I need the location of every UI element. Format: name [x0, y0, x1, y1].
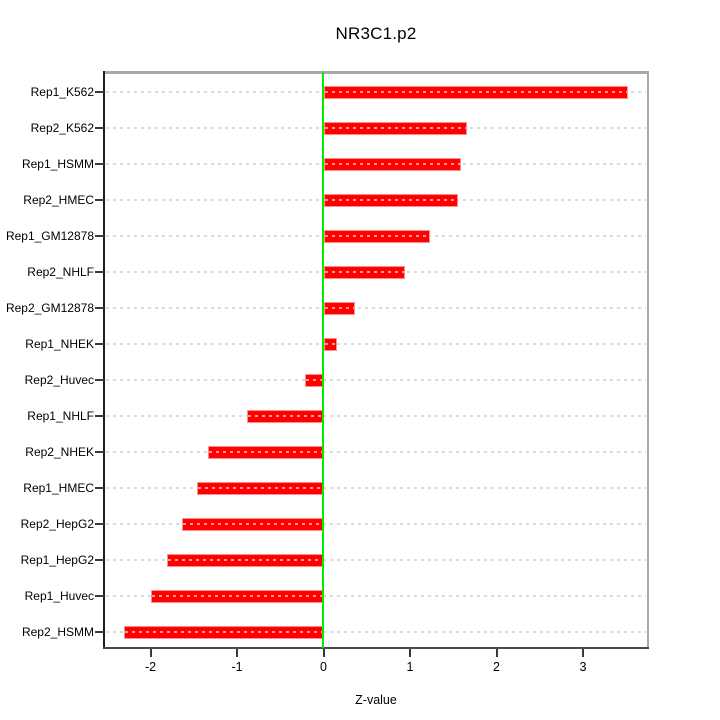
x-axis-title: Z-value	[355, 693, 397, 707]
bar-Rep2_GM12878	[323, 301, 355, 315]
bar-Rep1_HepG2	[166, 553, 324, 567]
bar-inner-dash	[208, 451, 323, 453]
y-tick	[95, 559, 104, 561]
bar-Rep2_HSMM	[123, 625, 324, 639]
x-tick	[149, 649, 152, 657]
y-tick	[95, 379, 104, 381]
row-gridline	[106, 379, 646, 381]
y-tick	[95, 631, 104, 633]
bar-inner-dash	[305, 379, 323, 381]
y-tick-label: Rep2_GM12878	[5, 300, 94, 315]
row-gridline	[106, 631, 646, 633]
bar-Rep1_Huvec	[150, 589, 324, 603]
x-tick	[582, 649, 584, 657]
row-gridline	[106, 307, 646, 309]
y-tick-label: Rep1_K562	[30, 84, 94, 99]
x-tick-label: -2	[144, 660, 157, 674]
row-gridline	[106, 451, 646, 453]
bar-inner-dash	[324, 271, 404, 273]
y-tick-label: Rep2_NHLF	[27, 264, 94, 279]
x-tick-label: 0	[320, 660, 327, 674]
bar-inner-dash	[324, 307, 354, 309]
y-tick	[95, 307, 104, 309]
x-tick-label: 2	[493, 660, 500, 674]
bar-Rep2_K562	[323, 121, 468, 135]
plot-area	[104, 72, 648, 648]
bar-Rep1_NHEK	[323, 337, 338, 351]
y-tick	[95, 163, 104, 165]
plot-border-right	[647, 71, 649, 649]
bar-inner-dash	[324, 235, 429, 237]
bar-inner-dash	[151, 595, 323, 597]
bar-inner-dash	[167, 559, 323, 561]
y-tick	[95, 523, 104, 525]
bar-Rep2_NHEK	[207, 445, 324, 459]
y-tick-label: Rep1_HMEC	[23, 480, 94, 495]
y-tick-label: Rep2_HSMM	[21, 624, 94, 639]
x-tick	[409, 649, 411, 657]
x-tick-label: 3	[579, 660, 587, 674]
bar-Rep2_Huvec	[304, 373, 324, 387]
y-tick-label: Rep1_HepG2	[20, 552, 94, 567]
y-tick	[95, 91, 104, 93]
bar-Rep1_HMEC	[197, 481, 324, 495]
bar-inner-dash	[124, 631, 323, 633]
plot-border-left	[103, 71, 105, 649]
y-tick	[95, 343, 104, 345]
y-tick	[95, 199, 104, 201]
bar-inner-dash	[324, 199, 458, 201]
bar-inner-dash	[324, 127, 467, 129]
plot-border-bottom	[103, 647, 649, 649]
row-gridline	[106, 343, 646, 345]
plot-border-top	[103, 71, 649, 74]
x-tick-label: -1	[231, 660, 243, 674]
row-gridline	[106, 415, 646, 417]
x-tick	[322, 649, 325, 657]
bar-inner-dash	[324, 343, 337, 345]
y-tick-label: Rep2_K562	[30, 120, 94, 135]
bar-inner-dash	[182, 523, 323, 525]
bar-Rep1_K562	[323, 85, 628, 99]
y-tick	[95, 127, 104, 129]
y-tick-label: Rep1_GM12878	[5, 228, 94, 243]
y-tick-label: Rep1_NHEK	[25, 336, 94, 351]
row-gridline	[106, 523, 646, 525]
y-tick-label: Rep1_HSMM	[21, 156, 94, 171]
y-tick	[95, 595, 104, 597]
row-gridline	[106, 595, 646, 597]
bar-inner-dash	[324, 163, 460, 165]
y-tick	[95, 235, 104, 237]
bar-Rep2_NHLF	[323, 265, 405, 279]
x-tick	[236, 649, 238, 657]
y-tick-label: Rep2_HepG2	[20, 516, 94, 531]
row-gridline	[106, 559, 646, 561]
bar-Rep1_GM12878	[323, 229, 430, 243]
y-tick-label: Rep2_HMEC	[23, 192, 94, 207]
bar-Rep1_NHLF	[247, 409, 324, 423]
y-tick	[95, 271, 104, 273]
bar-inner-dash	[324, 91, 627, 93]
y-tick	[95, 487, 104, 489]
row-gridline	[106, 487, 646, 489]
bar-inner-dash	[198, 487, 323, 489]
y-tick-label: Rep2_NHEK	[25, 444, 94, 459]
x-tick	[495, 649, 498, 657]
bar-Rep2_HepG2	[181, 517, 324, 531]
bar-Rep1_HSMM	[323, 157, 461, 171]
y-tick	[95, 415, 104, 417]
y-tick	[95, 451, 104, 453]
x-tick-label: 1	[406, 660, 414, 674]
y-tick-label: Rep1_NHLF	[27, 408, 94, 423]
zero-reference-line	[322, 72, 324, 648]
chart-title: NR3C1.p2	[335, 24, 417, 43]
y-tick-label: Rep2_Huvec	[24, 372, 94, 387]
y-tick-label: Rep1_Huvec	[24, 588, 94, 603]
bar-inner-dash	[248, 415, 323, 417]
bar-Rep2_HMEC	[323, 193, 459, 207]
